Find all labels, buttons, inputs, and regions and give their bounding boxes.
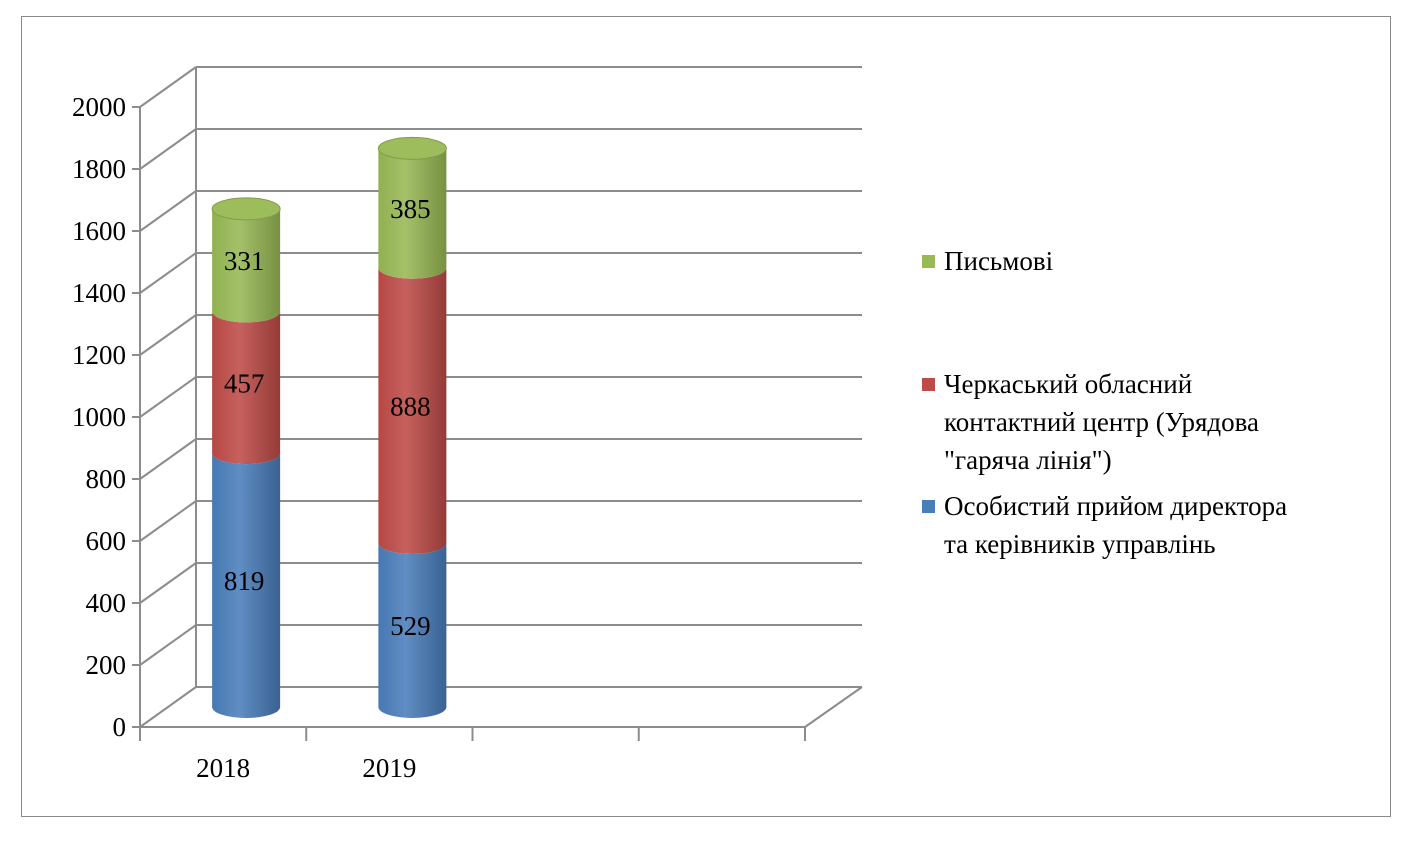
- y-tick-label: 1400: [72, 278, 126, 308]
- data-label: 457: [224, 368, 265, 398]
- gridline-depth: [139, 66, 197, 108]
- gridline-depth: [139, 190, 197, 232]
- bar-top-cap: [211, 197, 281, 221]
- gridline-depth: [139, 438, 197, 480]
- data-label: 888: [390, 391, 431, 421]
- gridline-depth: [139, 314, 197, 356]
- legend-entry-text: "гаряча лінія"): [944, 445, 1112, 475]
- bar-segment: [212, 311, 281, 465]
- data-label: 385: [390, 194, 431, 224]
- y-tick-label: 200: [86, 650, 127, 680]
- legend-swatch: [922, 378, 935, 391]
- x-tick-label: 2019: [362, 753, 416, 783]
- y-tick-label: 1000: [72, 402, 126, 432]
- y-tick-label: 600: [86, 526, 127, 556]
- bar-top-cap: [377, 136, 447, 160]
- y-tick-label: 800: [86, 464, 127, 494]
- data-label: 819: [224, 566, 265, 596]
- gridline-depth: [139, 252, 197, 294]
- floor-depth-edge: [804, 686, 863, 728]
- bar-layer: [211, 136, 447, 718]
- label-layer: 819 457 331 529 888 385: [224, 194, 431, 641]
- bar-segment: [378, 148, 447, 279]
- bar-segment: [378, 267, 447, 555]
- x-tick-label: 2018: [196, 753, 250, 783]
- y-tick-label: 1200: [72, 340, 126, 370]
- legend-entry-text: контактний центр (Урядова: [944, 407, 1259, 437]
- gridline-depth: [139, 376, 197, 418]
- legend-layer: Письмові Черкаський обласний контактний це…: [922, 246, 1287, 559]
- legend-entry-text: Черкаський обласний: [944, 369, 1192, 399]
- legend-entry-text: Письмові: [944, 246, 1053, 276]
- y-tick-label: 0: [113, 712, 127, 742]
- y-tick-label: 2000: [72, 92, 126, 122]
- legend-entry-text: Особистий прийом директора: [944, 491, 1287, 521]
- legend-swatch: [922, 500, 935, 513]
- gridline-depth: [139, 128, 197, 170]
- bar-segment: [378, 543, 447, 718]
- grid-layer: [139, 66, 862, 728]
- y-tick-label: 1600: [72, 216, 126, 246]
- legend-entry-text: та керівників управлінь: [944, 529, 1216, 559]
- y-tick-label: 1800: [72, 154, 126, 184]
- data-label: 331: [224, 246, 265, 276]
- legend-swatch: [922, 255, 935, 268]
- data-label: 529: [390, 611, 431, 641]
- gridline-depth: [139, 624, 197, 666]
- bar-segment: [212, 208, 281, 323]
- bar-segment: [212, 453, 281, 718]
- gridline-depth: [139, 686, 197, 728]
- gridline-depth: [139, 562, 197, 604]
- axis-layer: 0 200 400 600 800 1000 1200 1400 1600 1800 2000 201…: [72, 92, 863, 783]
- y-tick-label: 400: [86, 588, 127, 618]
- gridline-depth: [139, 500, 197, 542]
